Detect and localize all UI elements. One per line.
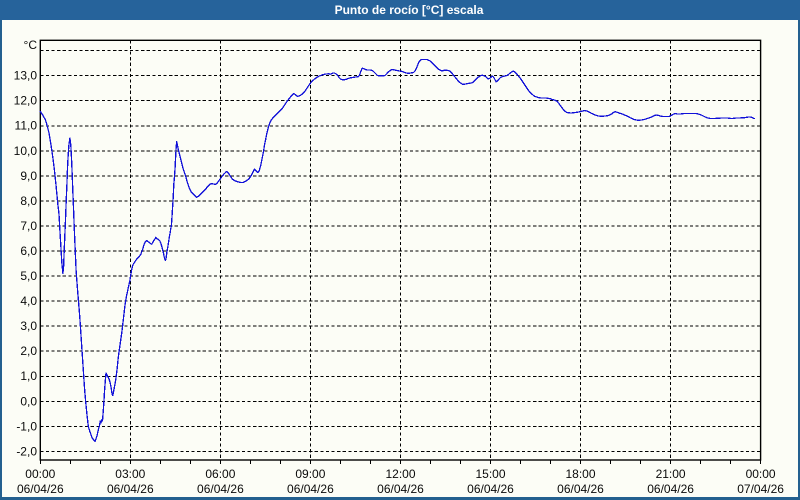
svg-text:3,0: 3,0 [20, 319, 37, 333]
svg-text:06/04/26: 06/04/26 [467, 482, 514, 496]
svg-text:06/04/26: 06/04/26 [107, 482, 154, 496]
svg-text:06/04/26: 06/04/26 [17, 482, 64, 496]
svg-text:-2,0: -2,0 [16, 444, 37, 458]
svg-text:03:00: 03:00 [115, 467, 145, 481]
svg-text:12:00: 12:00 [385, 467, 415, 481]
svg-text:00:00: 00:00 [746, 467, 776, 481]
svg-text:18:00: 18:00 [565, 467, 595, 481]
svg-text:6,0: 6,0 [20, 244, 37, 258]
svg-text:9,0: 9,0 [20, 169, 37, 183]
svg-text:00:00: 00:00 [25, 467, 55, 481]
svg-text:06/04/26: 06/04/26 [647, 482, 694, 496]
svg-text:0,0: 0,0 [20, 394, 37, 408]
svg-text:°C: °C [24, 38, 38, 52]
svg-text:7,0: 7,0 [20, 219, 37, 233]
svg-text:06/04/26: 06/04/26 [557, 482, 604, 496]
svg-text:06/04/26: 06/04/26 [287, 482, 334, 496]
svg-text:06/04/26: 06/04/26 [377, 482, 424, 496]
svg-text:13,0: 13,0 [14, 69, 38, 83]
svg-text:06/04/26: 06/04/26 [197, 482, 244, 496]
svg-text:10,0: 10,0 [14, 144, 38, 158]
svg-text:5,0: 5,0 [20, 269, 37, 283]
svg-text:21:00: 21:00 [656, 467, 686, 481]
svg-text:2,0: 2,0 [20, 344, 37, 358]
svg-text:8,0: 8,0 [20, 194, 37, 208]
svg-text:12,0: 12,0 [14, 94, 38, 108]
svg-text:4,0: 4,0 [20, 294, 37, 308]
svg-text:07/04/26: 07/04/26 [737, 482, 784, 496]
svg-text:15:00: 15:00 [475, 467, 505, 481]
svg-text:11,0: 11,0 [15, 119, 38, 133]
svg-text:1,0: 1,0 [20, 369, 37, 383]
svg-text:-1,0: -1,0 [16, 419, 37, 433]
svg-text:06:00: 06:00 [205, 467, 235, 481]
svg-text:09:00: 09:00 [295, 467, 325, 481]
